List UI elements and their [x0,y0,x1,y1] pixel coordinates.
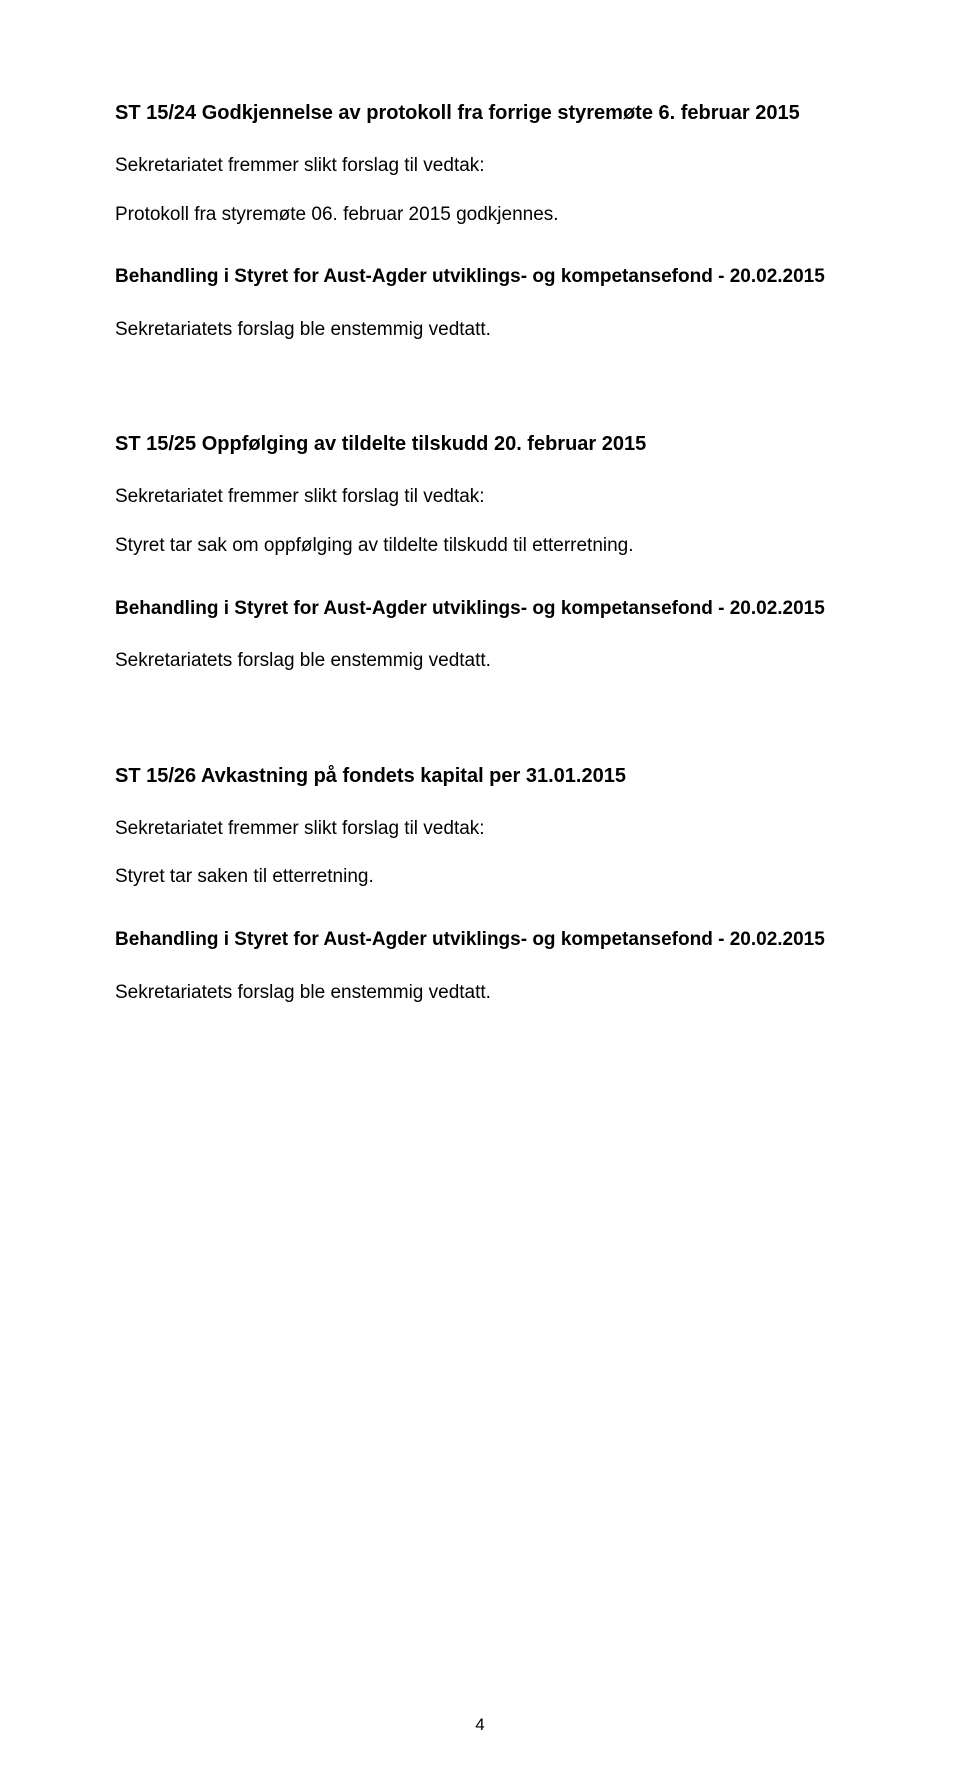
page-number: 4 [0,1715,960,1735]
section-2: ST 15/25 Oppfølging av tildelte tilskudd… [115,431,845,674]
behandling-3: Behandling i Styret for Aust-Agder utvik… [115,927,845,954]
section-3: ST 15/26 Avkastning på fondets kapital p… [115,763,845,1006]
result-1: Sekretariatets forslag ble enstemmig ved… [115,317,845,344]
section-1: ST 15/24 Godkjennelse av protokoll fra f… [115,100,845,343]
proposal-2: Styret tar sak om oppfølging av tildelte… [115,533,845,560]
intro-1: Sekretariatet fremmer slikt forslag til … [115,153,845,180]
result-3: Sekretariatets forslag ble enstemmig ved… [115,980,845,1007]
intro-2: Sekretariatet fremmer slikt forslag til … [115,484,845,511]
heading-3: ST 15/26 Avkastning på fondets kapital p… [115,763,845,790]
intro-3: Sekretariatet fremmer slikt forslag til … [115,816,845,843]
behandling-1: Behandling i Styret for Aust-Agder utvik… [115,264,845,291]
behandling-2: Behandling i Styret for Aust-Agder utvik… [115,596,845,623]
heading-2: ST 15/25 Oppfølging av tildelte tilskudd… [115,431,845,458]
proposal-3: Styret tar saken til etterretning. [115,864,845,891]
result-2: Sekretariatets forslag ble enstemmig ved… [115,648,845,675]
proposal-1: Protokoll fra styremøte 06. februar 2015… [115,202,845,229]
heading-1: ST 15/24 Godkjennelse av protokoll fra f… [115,100,845,127]
